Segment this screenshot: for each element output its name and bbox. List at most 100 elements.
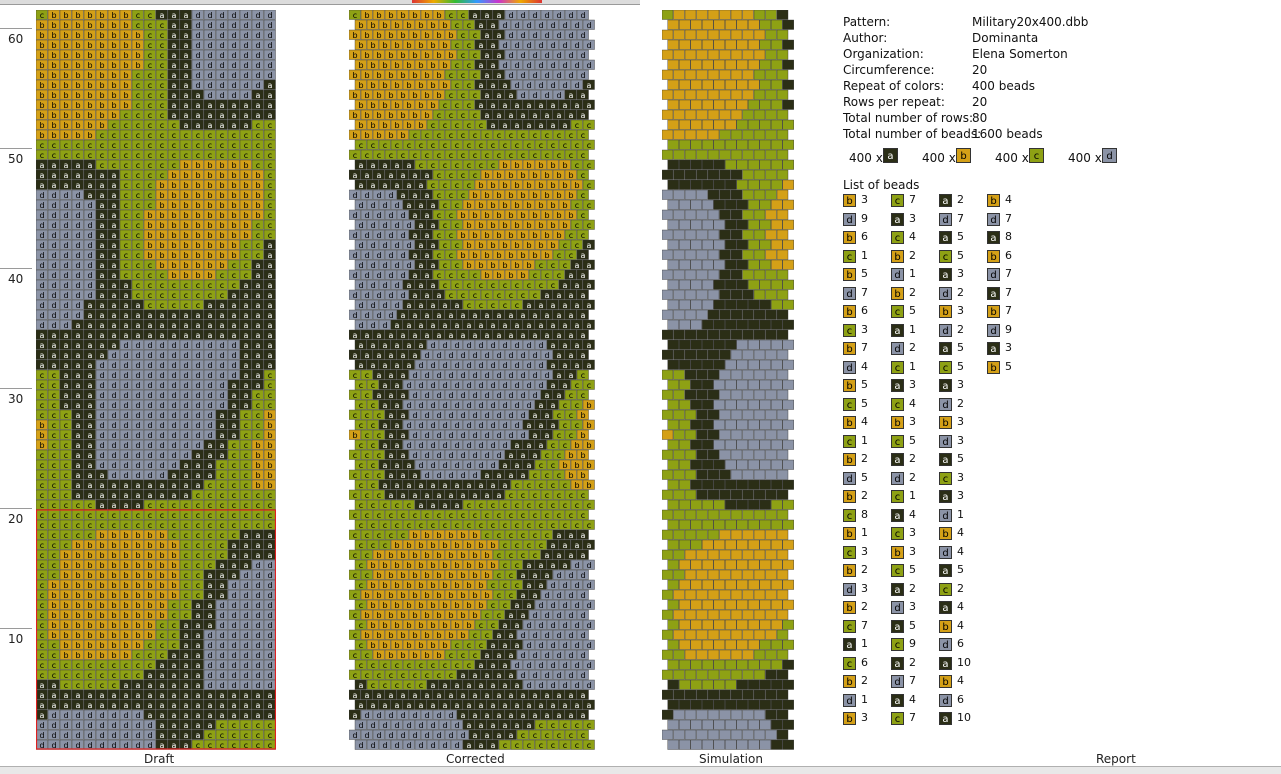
bead-letter: a — [563, 341, 568, 350]
bead-letter: b — [87, 571, 92, 580]
bead-letter: b — [123, 61, 128, 70]
bead-letter: a — [485, 311, 490, 320]
bead-letter: a — [353, 171, 358, 180]
bead-letter: a — [184, 631, 189, 640]
bead-letter: b — [135, 31, 140, 40]
bead-letter: b — [87, 131, 92, 140]
bead-letter: c — [232, 511, 236, 520]
bead-letter: a — [533, 111, 538, 120]
bead-letter: d — [382, 221, 387, 230]
bead-letter: c — [371, 421, 375, 430]
bead-letter: d — [207, 11, 212, 20]
color-palette-strip — [412, 0, 542, 3]
bead-letter: d — [496, 371, 501, 380]
bead-letter: c — [551, 461, 555, 470]
bead-letter: c — [52, 151, 56, 160]
bead-letter: c — [515, 141, 519, 150]
bead-letter: d — [99, 381, 104, 390]
bead-letter: a — [268, 701, 273, 710]
bead-letter: b — [147, 571, 152, 580]
bead-letter: b — [580, 451, 585, 460]
bead-letter: d — [460, 431, 465, 440]
bead-letter: a — [503, 321, 508, 330]
bead-letter: d — [63, 711, 68, 720]
bead-letter: b — [502, 261, 507, 270]
bead-letter: a — [413, 191, 418, 200]
bead-letter: d — [508, 371, 513, 380]
bead-letter: b — [63, 601, 68, 610]
bead-letter: b — [159, 211, 164, 220]
bead-letter: d — [231, 641, 236, 650]
bead-letter: b — [63, 641, 68, 650]
bead-letter: b — [370, 101, 375, 110]
bead-letter: d — [418, 421, 423, 430]
bead-letter: d — [195, 21, 200, 30]
bead-letter: a — [100, 311, 105, 320]
bead-letter: a — [232, 571, 237, 580]
row-number: 40 — [8, 272, 23, 286]
bead-letter: d — [562, 81, 567, 90]
bead-letter: d — [370, 201, 375, 210]
bead-letter: d — [436, 411, 441, 420]
bead-letter: b — [484, 191, 489, 200]
bead-letter: d — [87, 731, 92, 740]
bead-letter: d — [514, 61, 519, 70]
bead-letter: a — [401, 491, 406, 500]
bead-letter: a — [196, 701, 201, 710]
bead-letter: b — [111, 101, 116, 110]
bead-letter: c — [124, 171, 128, 180]
bead-letter: a — [40, 181, 45, 190]
bead-letter: c — [455, 101, 459, 110]
bead-letter: a — [244, 701, 249, 710]
bead-letter: d — [526, 341, 531, 350]
bead-letter: a — [64, 331, 69, 340]
bead-letter: a — [244, 111, 249, 120]
bead-letter: d — [418, 441, 423, 450]
bead-letter: b — [556, 171, 561, 180]
bead-letter: b — [183, 171, 188, 180]
bead-letter: c — [461, 31, 465, 40]
bead-letter: a — [413, 211, 418, 220]
bead-letter: d — [255, 651, 260, 660]
bead-letter: a — [208, 311, 213, 320]
bead-letter: d — [195, 431, 200, 440]
bead-letter: d — [195, 361, 200, 370]
bead-letter: a — [232, 551, 237, 560]
bead-letter: b — [111, 81, 116, 90]
bead-letter: c — [539, 141, 543, 150]
bead-letter: b — [352, 51, 357, 60]
bead-letter: a — [148, 671, 153, 680]
bead-letter: c — [40, 151, 44, 160]
bead-letter: d — [39, 251, 44, 260]
bead-letter: d — [123, 401, 128, 410]
bead-letter: c — [244, 251, 248, 260]
bead-letter: b — [231, 191, 236, 200]
bead-letter: d — [159, 411, 164, 420]
bead-letter: d — [520, 51, 525, 60]
bead-letter: a — [220, 581, 225, 590]
bead-letter: d — [219, 651, 224, 660]
bead-letter: c — [124, 251, 128, 260]
bead-letter: a — [268, 281, 273, 290]
bead-letter: c — [208, 731, 212, 740]
bead-letter: c — [485, 151, 489, 160]
bead-letter: c — [196, 551, 200, 560]
bead-letter: a — [76, 401, 81, 410]
bead-letter: c — [184, 511, 188, 520]
bead-letter: a — [76, 481, 81, 490]
bead-letter: a — [232, 401, 237, 410]
bead-letter: b — [111, 611, 116, 620]
bead-letter: d — [430, 381, 435, 390]
bead-letter: d — [111, 721, 116, 730]
bead-letter: a — [160, 11, 165, 20]
bead-letter: b — [352, 111, 357, 120]
bead-letter: c — [359, 421, 363, 430]
bead-letter: d — [412, 411, 417, 420]
bead-letter: c — [232, 481, 236, 490]
bead-letter: c — [407, 141, 411, 150]
bead-letter: a — [160, 311, 165, 320]
bead-letter: c — [449, 511, 453, 520]
row-tick — [0, 388, 32, 389]
